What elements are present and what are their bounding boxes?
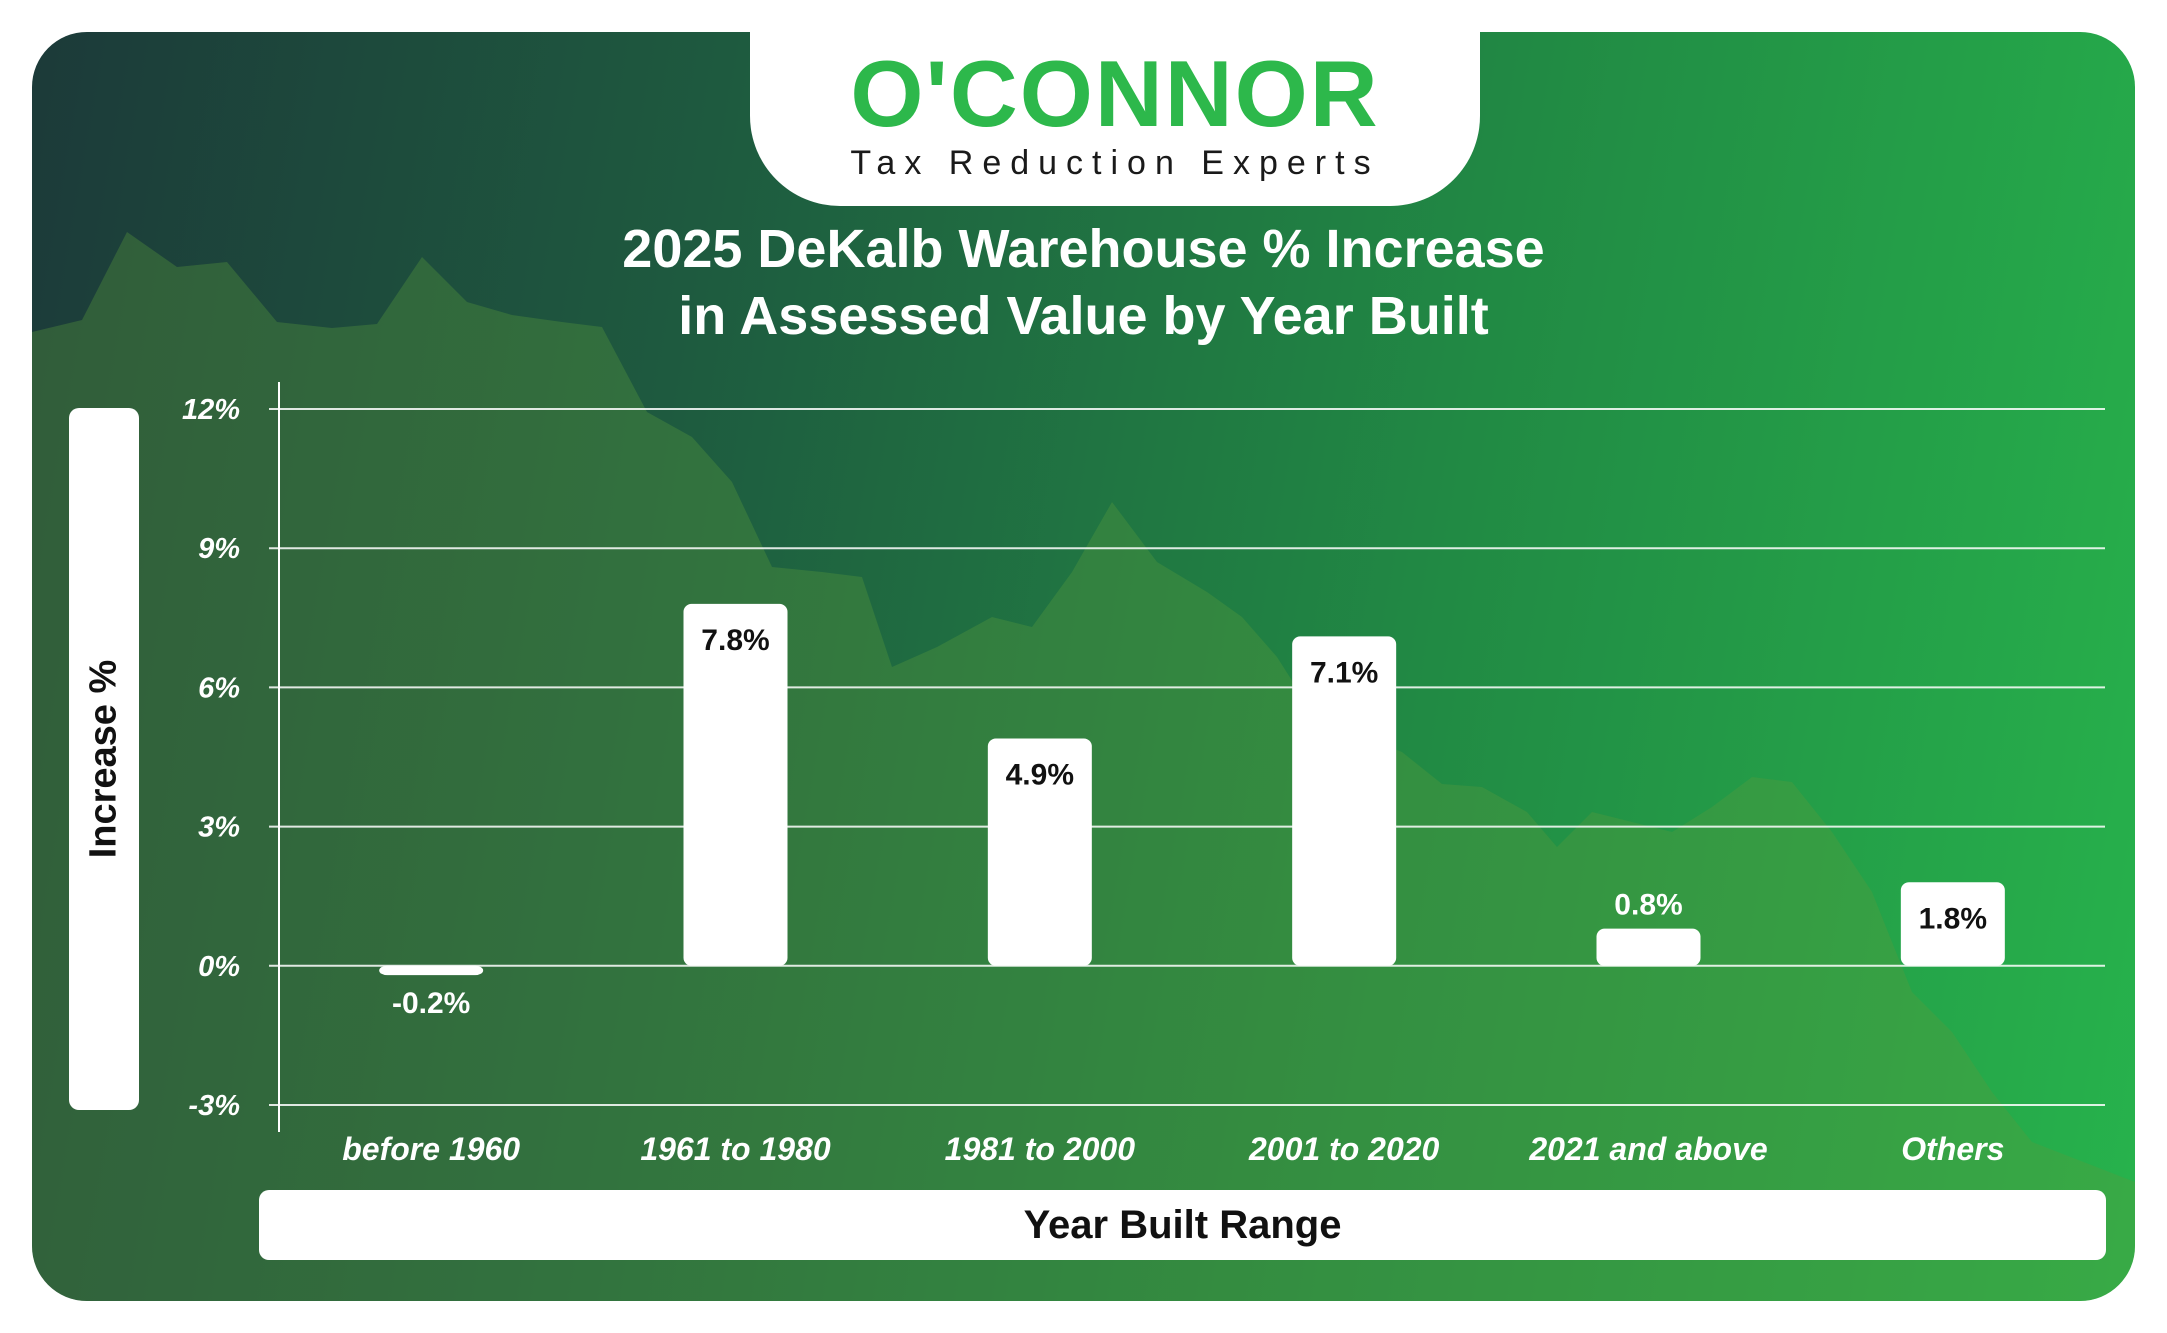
bar xyxy=(1596,928,1701,966)
logo-badge: O'CONNOR Tax Reduction Experts xyxy=(750,32,1480,206)
bar-value-label: -0.2% xyxy=(392,987,470,1020)
chart-card: O'CONNOR Tax Reduction Experts 2025 DeKa… xyxy=(32,32,2135,1301)
chart-title-line2: in Assessed Value by Year Built xyxy=(678,286,1489,346)
bar xyxy=(1900,882,2005,966)
y-tick-label: 0% xyxy=(198,951,240,983)
bar xyxy=(1292,636,1397,966)
chart-title-line1: 2025 DeKalb Warehouse % Increase xyxy=(622,219,1545,279)
x-tick-label: before 1960 xyxy=(342,1131,520,1167)
y-tick-label: 12% xyxy=(182,394,240,426)
bar-chart: -3% 0% 3% 6% 9% 12% -0.2% before 1960 7.8% 1961 t… xyxy=(182,382,2105,1167)
bar-value-label: 7.1% xyxy=(1310,656,1378,689)
x-tick-label: Others xyxy=(1901,1131,2004,1167)
bar-value-label: 7.8% xyxy=(701,624,769,657)
brand-tagline: Tax Reduction Experts xyxy=(850,144,1380,182)
bar xyxy=(379,965,484,976)
y-tick-label: 9% xyxy=(198,533,240,565)
y-tick-label: 6% xyxy=(198,672,240,704)
bar-value-label: 4.9% xyxy=(1006,758,1074,791)
x-tick-label: 1961 to 1980 xyxy=(640,1131,831,1167)
bar-value-label: 0.8% xyxy=(1614,889,1682,922)
brand-wordmark: O'CONNOR xyxy=(850,41,1380,146)
x-tick-label: 2001 to 2020 xyxy=(1248,1131,1440,1167)
x-tick-label: 2021 and above xyxy=(1528,1131,1767,1167)
y-tick-label: -3% xyxy=(188,1090,240,1122)
y-tick-label: 3% xyxy=(198,812,240,844)
y-axis-label-box xyxy=(69,408,139,1110)
x-tick-label: 1981 to 2000 xyxy=(945,1131,1136,1167)
x-axis-label: Year Built Range xyxy=(259,1190,2106,1260)
bar xyxy=(987,738,1092,966)
bar-value-label: 1.8% xyxy=(1919,902,1987,935)
bar xyxy=(683,603,788,966)
